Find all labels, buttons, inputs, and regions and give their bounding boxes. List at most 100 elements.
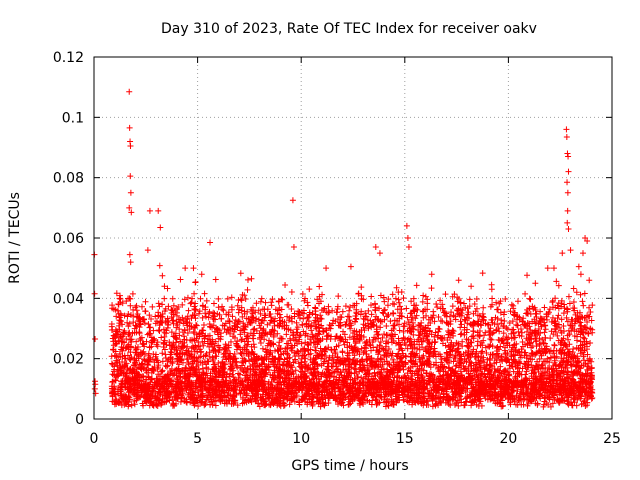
data-point — [341, 341, 348, 348]
data-point — [144, 331, 151, 338]
data-point — [216, 368, 223, 375]
data-point — [231, 351, 238, 358]
data-point — [315, 339, 322, 346]
data-point — [473, 295, 480, 302]
data-point — [147, 324, 154, 331]
data-point — [368, 311, 375, 318]
data-point — [156, 328, 163, 335]
data-point — [244, 374, 251, 381]
data-point — [403, 375, 410, 382]
data-point — [136, 330, 143, 337]
data-point — [328, 392, 335, 399]
data-point — [476, 312, 483, 319]
data-point — [376, 305, 383, 312]
data-point — [154, 364, 161, 371]
data-point — [397, 365, 404, 372]
data-point — [166, 339, 173, 346]
data-point — [252, 398, 259, 405]
data-point — [503, 324, 510, 331]
data-point — [108, 323, 115, 330]
data-point — [234, 402, 241, 409]
data-point — [289, 318, 296, 325]
data-point — [568, 322, 575, 329]
data-point — [286, 376, 293, 383]
data-point — [133, 346, 140, 353]
data-point — [578, 329, 585, 336]
data-point — [407, 375, 414, 382]
data-point — [398, 289, 405, 296]
data-point — [305, 351, 312, 358]
data-point — [118, 378, 125, 385]
data-point — [480, 304, 487, 311]
data-point — [522, 290, 529, 297]
data-point — [442, 399, 449, 406]
data-point — [523, 375, 530, 382]
data-point — [161, 392, 168, 399]
data-point — [531, 329, 538, 336]
data-point — [377, 355, 384, 362]
data-point — [546, 393, 553, 400]
data-point — [154, 343, 161, 350]
data-point — [499, 392, 506, 399]
data-point — [403, 305, 410, 312]
data-point — [209, 398, 216, 405]
data-point — [298, 375, 305, 382]
data-point — [409, 319, 416, 326]
data-point — [126, 332, 133, 339]
data-point — [360, 400, 367, 407]
data-point — [184, 294, 191, 301]
data-point — [177, 276, 184, 283]
data-point — [255, 316, 262, 323]
data-point — [431, 374, 438, 381]
data-point — [572, 318, 579, 325]
data-point — [207, 393, 214, 400]
data-point — [484, 370, 491, 377]
data-point — [346, 313, 353, 320]
data-point — [397, 342, 404, 349]
data-point — [507, 308, 514, 315]
data-point — [118, 381, 125, 388]
data-point — [186, 323, 193, 330]
data-point — [199, 314, 206, 321]
data-point — [159, 350, 166, 357]
data-point — [527, 296, 534, 303]
data-point — [454, 294, 461, 301]
data-point — [295, 348, 302, 355]
data-point — [182, 364, 189, 371]
data-point — [113, 313, 120, 320]
data-point — [312, 311, 319, 318]
data-point — [278, 335, 285, 342]
data-point — [313, 375, 320, 382]
data-point — [148, 315, 155, 322]
data-point — [573, 363, 580, 370]
data-point — [380, 310, 387, 317]
data-point — [424, 337, 431, 344]
data-point — [508, 301, 515, 308]
data-point — [198, 382, 205, 389]
data-point — [335, 342, 342, 349]
data-point — [237, 327, 244, 334]
data-point — [150, 327, 157, 334]
data-point — [470, 367, 477, 374]
data-point — [283, 371, 290, 378]
data-point — [342, 321, 349, 328]
data-point — [547, 388, 554, 395]
data-point — [577, 291, 584, 298]
data-point — [119, 347, 126, 354]
data-point — [231, 319, 238, 326]
data-points — [91, 88, 596, 410]
data-point — [127, 295, 134, 302]
data-point — [395, 335, 402, 342]
data-point — [325, 303, 332, 310]
data-point — [460, 300, 467, 307]
data-point — [578, 322, 585, 329]
data-point — [170, 320, 177, 327]
data-point — [565, 327, 572, 334]
data-point — [382, 403, 389, 410]
data-point — [215, 331, 222, 338]
data-point — [259, 306, 266, 313]
data-point — [437, 297, 444, 304]
data-point — [373, 313, 380, 320]
data-point — [477, 321, 484, 328]
data-point — [588, 358, 595, 365]
